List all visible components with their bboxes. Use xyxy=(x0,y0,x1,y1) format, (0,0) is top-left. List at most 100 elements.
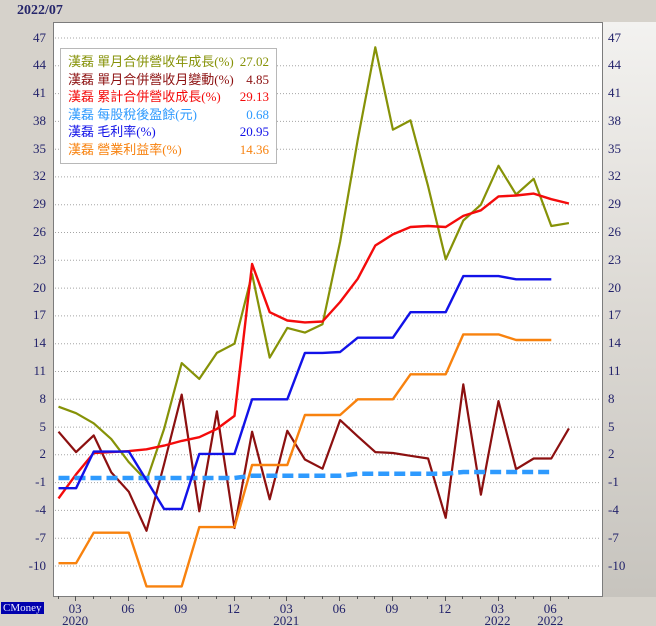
x-axis-year-label: 2021 xyxy=(273,613,300,626)
legend-series-value: 14.36 xyxy=(239,141,269,157)
legend-series-name: 漢磊 單月合併營收月變動(%) xyxy=(68,71,234,87)
y-axis-label-right: -1 xyxy=(608,474,619,490)
y-axis-label-right: 32 xyxy=(608,168,621,184)
x-axis-minor-tick xyxy=(356,596,358,599)
y-axis-label-left: 8 xyxy=(39,390,47,406)
x-axis-year-label: 2022 xyxy=(537,613,564,626)
legend-series-value: 29.13 xyxy=(239,89,269,104)
legend-box: 漢磊 單月合併營收年成長(%) 27.02 漢磊 單月合併營收月變動(%) 4.85 漢… xyxy=(60,48,277,164)
legend-series-value: 20.95 xyxy=(239,124,269,139)
x-axis-month-label: 03 xyxy=(68,601,82,616)
right-gutter-shading xyxy=(602,22,656,597)
x-axis-major-tick xyxy=(339,596,341,601)
x-axis-major-tick xyxy=(233,596,235,601)
y-axis-label-left: 32 xyxy=(33,168,46,184)
x-axis-month-label: 03 xyxy=(279,601,293,616)
y-axis-label-right: 47 xyxy=(608,29,621,45)
legend-series-value: 0.68 xyxy=(246,106,269,122)
legend-series-name: 漢磊 每股稅後盈餘(元) xyxy=(68,106,197,122)
x-axis-minor-tick xyxy=(427,596,429,599)
x-axis-major-tick xyxy=(180,596,182,601)
legend-row-2: 漢磊 累計合併營收成長(%) 29.13 xyxy=(68,88,269,106)
legend-series-value: 27.02 xyxy=(239,54,269,69)
x-axis-major-tick xyxy=(286,596,288,601)
legend-row-1: 漢磊 單月合併營收月變動(%) 4.85 xyxy=(68,71,269,89)
y-axis-label-left: 5 xyxy=(39,418,47,434)
y-axis-label-right: 38 xyxy=(608,112,621,128)
y-axis-label-right: 2 xyxy=(608,446,615,462)
x-axis-month-label: 09 xyxy=(174,601,188,616)
series-line-5 xyxy=(58,333,552,588)
legend-row-0: 漢磊 單月合併營收年成長(%) 27.02 xyxy=(68,53,269,71)
y-axis-label-right: 41 xyxy=(608,85,621,101)
x-axis-major-tick xyxy=(127,596,129,601)
y-axis-label-right: 14 xyxy=(608,335,621,351)
x-axis-minor-tick xyxy=(532,596,534,599)
x-axis-major-tick xyxy=(444,596,446,601)
y-axis-label-left: 41 xyxy=(33,85,46,101)
y-axis-label-left: 44 xyxy=(33,57,46,73)
x-axis-minor-tick xyxy=(321,596,323,599)
x-axis-month-label: 12 xyxy=(438,601,452,616)
y-axis-label-left: 20 xyxy=(33,279,46,295)
y-axis-label-right: 35 xyxy=(608,140,621,156)
y-axis-label-right: 5 xyxy=(608,418,615,434)
y-axis-label-left: 11 xyxy=(33,362,46,378)
legend-row-5: 漢磊 營業利益率(%) 14.36 xyxy=(68,141,269,159)
x-axis-minor-tick xyxy=(198,596,200,599)
y-axis-label-left: -10 xyxy=(28,557,46,573)
y-axis-label-right: 17 xyxy=(608,307,621,323)
y-axis-label-left: 29 xyxy=(33,196,46,212)
y-axis-label-left: 38 xyxy=(33,112,46,128)
x-axis-month-label: 12 xyxy=(227,601,240,616)
legend-series-name: 漢磊 營業利益率(%) xyxy=(68,141,182,157)
series-line-1 xyxy=(57,383,570,532)
y-axis-label-left: -7 xyxy=(35,529,46,545)
y-axis-label-right: 26 xyxy=(608,224,621,240)
y-axis-label-left: 14 xyxy=(33,335,46,351)
x-axis-major-tick xyxy=(391,596,393,601)
series-line-2 xyxy=(57,192,570,500)
x-axis-year-label: 2022 xyxy=(484,613,511,626)
x-axis-minor-tick xyxy=(409,596,411,599)
y-axis-label-right: 20 xyxy=(608,279,621,295)
y-axis-label-right: 8 xyxy=(608,390,615,406)
x-axis-minor-tick xyxy=(303,596,305,599)
y-axis-label-right: 29 xyxy=(608,196,621,212)
x-axis-month-label: 06 xyxy=(543,601,557,616)
y-axis-label-right: -4 xyxy=(608,501,619,517)
x-axis-major-tick xyxy=(550,596,552,601)
legend-series-name: 漢磊 累計合併營收成長(%) xyxy=(68,89,221,104)
y-axis-label-left: 23 xyxy=(33,251,46,267)
y-axis-label-left: 35 xyxy=(33,140,46,156)
cmoney-watermark: CMoney xyxy=(1,602,44,614)
y-axis-label-right: 44 xyxy=(608,57,621,73)
x-axis-month-label: 09 xyxy=(385,601,399,616)
x-axis-minor-tick xyxy=(110,596,112,599)
legend-series-name: 漢磊 單月合併營收年成長(%) xyxy=(68,54,234,69)
y-axis-label-left: 2 xyxy=(39,446,47,462)
legend-series-name: 漢磊 毛利率(%) xyxy=(68,124,156,139)
y-axis-label-right: -7 xyxy=(608,529,619,545)
x-axis-major-tick xyxy=(75,596,77,601)
y-axis-label-right: -10 xyxy=(608,557,626,573)
legend-series-value: 4.85 xyxy=(246,71,269,87)
x-axis-minor-tick xyxy=(515,596,517,599)
y-axis-label-right: 11 xyxy=(608,362,621,378)
x-axis-major-tick xyxy=(497,596,499,601)
x-axis-month-label: 03 xyxy=(491,601,504,616)
x-axis-month-label: 06 xyxy=(332,601,346,616)
x-axis-month-label: 06 xyxy=(121,601,135,616)
x-axis-minor-tick xyxy=(462,596,464,599)
x-axis-minor-tick xyxy=(163,596,165,599)
x-axis-minor-tick xyxy=(57,596,59,599)
legend-row-4: 漢磊 毛利率(%) 20.95 xyxy=(68,123,269,141)
x-axis-minor-tick xyxy=(92,596,94,599)
x-axis-minor-tick xyxy=(145,596,147,599)
x-axis-minor-tick xyxy=(215,596,217,599)
x-axis-minor-tick xyxy=(374,596,376,599)
y-axis-label-left: 47 xyxy=(33,29,46,45)
plot-area: 漢磊 單月合併營收年成長(%) 27.02 漢磊 單月合併營收月變動(%) 4.85 漢… xyxy=(53,22,603,597)
y-axis-label-left: 26 xyxy=(33,224,46,240)
